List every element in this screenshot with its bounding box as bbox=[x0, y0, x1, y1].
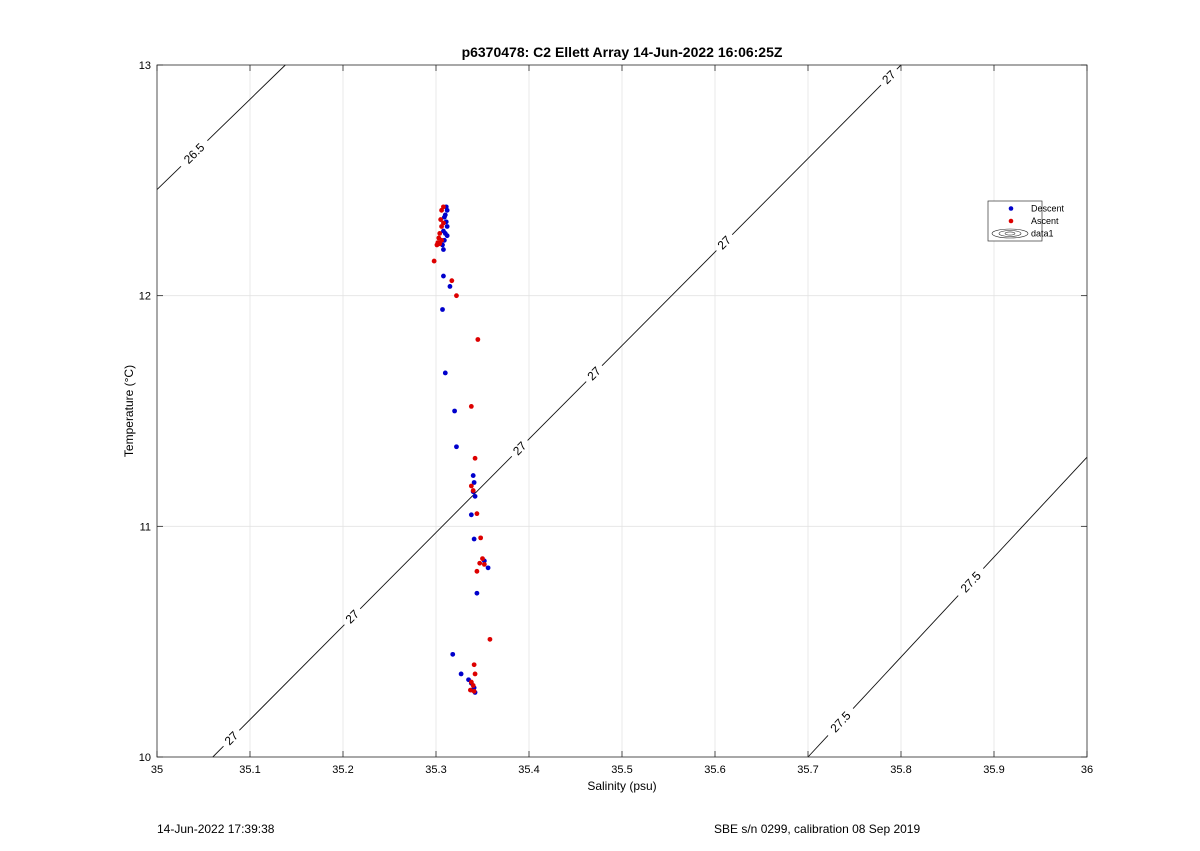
ascent-point bbox=[481, 561, 487, 567]
ascent-point bbox=[472, 671, 478, 677]
contour-line bbox=[731, 84, 882, 236]
descent-point bbox=[452, 408, 457, 414]
legend-descent-label: Descent bbox=[1031, 204, 1065, 214]
descent-point bbox=[471, 536, 477, 542]
legend-contour-icon bbox=[991, 228, 1029, 239]
legend: Descent Ascent data1 bbox=[987, 200, 1065, 242]
x-tick-label: 35.6 bbox=[704, 764, 725, 776]
ascent-point bbox=[434, 242, 440, 248]
descent-point bbox=[441, 273, 446, 279]
ascent-point bbox=[474, 568, 480, 574]
ascent-point bbox=[470, 683, 476, 688]
ascent-point bbox=[468, 483, 474, 489]
x-axis-label: Salinity (psu) bbox=[587, 779, 656, 793]
ascent-point bbox=[454, 293, 459, 299]
contour-line bbox=[982, 456, 1088, 569]
axis-ticks: 35 35.1 35.2 35.3 35.4 35.5 35.6 35.7 35.8 35.9 36… bbox=[139, 60, 1093, 776]
ascent-point bbox=[471, 662, 477, 668]
descent-point bbox=[440, 307, 445, 312]
ascent-point bbox=[439, 224, 444, 229]
data-points bbox=[431, 204, 493, 695]
footer-calibration: SBE s/n 0299, calibration 08 Sep 2019 bbox=[714, 822, 921, 836]
ascent-point bbox=[478, 535, 484, 541]
contour-line bbox=[601, 250, 717, 366]
ascent-point bbox=[449, 278, 455, 284]
x-tick-label: 35 bbox=[151, 764, 163, 776]
contour-line bbox=[852, 595, 959, 709]
ascent-point bbox=[471, 688, 477, 694]
descent-point bbox=[441, 214, 447, 220]
y-tick-label: 11 bbox=[140, 521, 151, 533]
descent-point bbox=[472, 493, 478, 499]
descent-point bbox=[474, 590, 480, 596]
footer-timestamp: 14-Jun-2022 17:39:38 bbox=[157, 822, 275, 836]
contour-line bbox=[238, 624, 345, 731]
ascent-point bbox=[470, 488, 476, 493]
legend-ascent-marker bbox=[1008, 218, 1014, 224]
y-axis-label: Temperature (°C) bbox=[122, 365, 136, 457]
descent-point bbox=[444, 207, 450, 213]
chart-title: p6370478: C2 Ellett Array 14-Jun-2022 16… bbox=[462, 44, 783, 60]
legend-data1-label: data1 bbox=[1031, 229, 1054, 239]
y-tick-label: 10 bbox=[139, 752, 151, 764]
contour-line bbox=[896, 64, 902, 70]
ascent-point bbox=[477, 560, 483, 566]
ascent-point bbox=[472, 455, 478, 461]
x-tick-label: 35.1 bbox=[239, 764, 260, 776]
x-tick-label: 35.5 bbox=[611, 764, 632, 776]
contour-line bbox=[156, 165, 182, 190]
ascent-point bbox=[474, 511, 480, 517]
descent-point bbox=[454, 444, 459, 450]
descent-point bbox=[458, 671, 464, 677]
descent-point bbox=[470, 473, 476, 478]
contour-line bbox=[359, 456, 513, 610]
x-tick-label: 35.4 bbox=[518, 764, 539, 776]
x-tick-label: 35.2 bbox=[332, 764, 353, 776]
contour-line bbox=[527, 381, 587, 441]
legend-descent-marker bbox=[1008, 206, 1014, 211]
y-tick-label: 13 bbox=[139, 60, 151, 72]
ascent-point bbox=[431, 258, 437, 264]
descent-point bbox=[485, 565, 491, 571]
descent-point bbox=[471, 480, 477, 485]
descent-point bbox=[444, 224, 450, 229]
legend-box bbox=[987, 200, 1043, 242]
descent-point bbox=[468, 512, 474, 518]
ascent-point bbox=[480, 556, 485, 562]
x-tick-label: 36 bbox=[1081, 764, 1093, 776]
x-tick-label: 35.8 bbox=[890, 764, 911, 776]
x-tick-label: 35.3 bbox=[425, 764, 446, 776]
descent-point bbox=[450, 651, 456, 657]
legend-ascent-label: Ascent bbox=[1031, 216, 1059, 226]
x-tick-label: 35.9 bbox=[983, 764, 1004, 776]
grid bbox=[157, 65, 1087, 757]
descent-point bbox=[447, 284, 453, 289]
descent-point bbox=[441, 247, 446, 252]
y-tick-label: 12 bbox=[139, 291, 151, 303]
descent-point bbox=[444, 233, 450, 239]
ascent-point bbox=[468, 687, 473, 693]
ascent-point bbox=[438, 217, 444, 222]
contour-line bbox=[807, 735, 829, 758]
ascent-point bbox=[439, 207, 444, 213]
ascent-point bbox=[437, 230, 443, 236]
descent-point bbox=[442, 370, 448, 376]
ascent-point bbox=[475, 337, 481, 342]
contour-line bbox=[207, 64, 286, 141]
ascent-point bbox=[468, 403, 474, 409]
contour-line bbox=[212, 745, 224, 758]
x-tick-label: 35.7 bbox=[797, 764, 818, 776]
ascent-point bbox=[487, 636, 493, 642]
